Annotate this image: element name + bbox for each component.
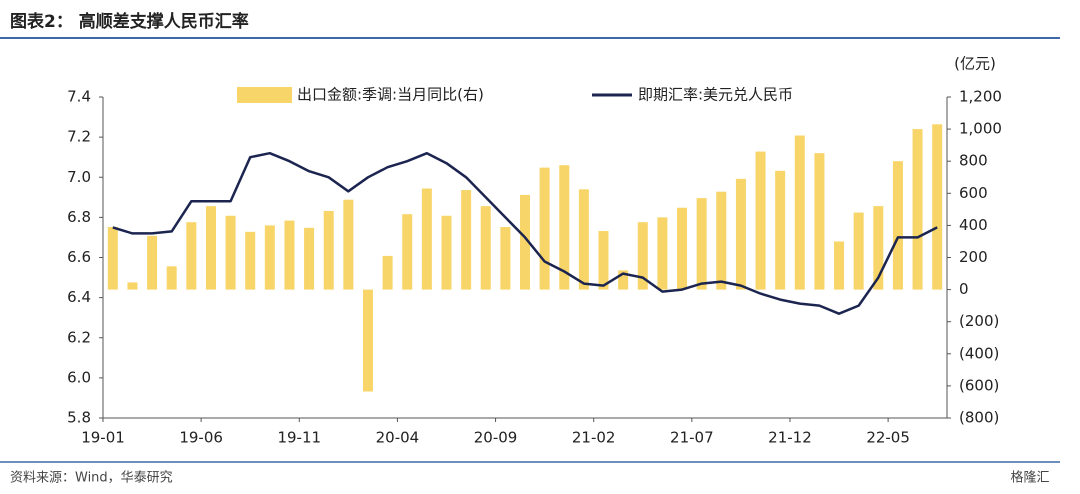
bar xyxy=(696,198,707,290)
bar xyxy=(284,220,295,290)
bar xyxy=(323,210,334,290)
bar xyxy=(421,188,432,290)
bar xyxy=(539,167,550,290)
bar xyxy=(362,289,373,392)
y-tick-label: 7.4 xyxy=(67,88,91,106)
legend-swatch xyxy=(237,87,292,103)
bar xyxy=(107,227,118,290)
x-tick-label: 21-02 xyxy=(572,429,616,447)
y2-tick-label: 800 xyxy=(959,152,988,170)
y-tick-label: 6.4 xyxy=(67,288,91,306)
y-tick-label: 7.0 xyxy=(67,168,91,186)
y-tick-label: 6.2 xyxy=(67,328,91,346)
y2-tick-label: 400 xyxy=(959,216,988,234)
watermark: 格隆汇 xyxy=(1010,470,1049,486)
bar xyxy=(166,266,177,290)
bar xyxy=(520,194,530,290)
bar xyxy=(500,227,511,290)
bar xyxy=(657,217,668,290)
bar xyxy=(637,222,648,290)
x-tick-label: 19-06 xyxy=(179,429,223,447)
y2-tick-label: 200 xyxy=(959,248,988,266)
bar xyxy=(304,227,315,290)
bar xyxy=(147,235,158,290)
bar xyxy=(814,153,825,290)
y2-unit: (亿元) xyxy=(954,55,996,73)
bar xyxy=(853,212,864,290)
y2-tick-label: (600) xyxy=(959,376,999,394)
bar xyxy=(755,151,766,290)
bar xyxy=(618,270,629,290)
bar xyxy=(245,231,256,290)
bar xyxy=(775,170,786,290)
bar xyxy=(892,161,903,290)
y-tick-label: 5.8 xyxy=(67,409,91,427)
bar xyxy=(677,207,688,290)
bar xyxy=(343,199,354,290)
bar xyxy=(461,190,472,290)
bar xyxy=(559,165,570,290)
legend-label: 出口金额:季调:当月同比(右) xyxy=(297,86,484,104)
line xyxy=(112,151,938,315)
bar xyxy=(127,282,138,290)
bar xyxy=(264,225,275,290)
chart-title: 图表2： 高顺差支撑人民币汇率 xyxy=(10,11,249,32)
y2-tick-label: 1,200 xyxy=(959,88,1002,106)
x-tick-label: 20-09 xyxy=(474,429,518,447)
x-tick-label: 21-07 xyxy=(670,429,714,447)
bar xyxy=(578,189,589,290)
bar xyxy=(932,124,943,290)
y-tick-label: 6.0 xyxy=(67,368,91,386)
y2-tick-label: (200) xyxy=(959,312,999,330)
bar xyxy=(873,206,884,290)
x-tick-label: 19-11 xyxy=(277,429,321,447)
y-tick-label: 6.6 xyxy=(67,248,91,266)
x-tick-label: 20-04 xyxy=(376,429,420,447)
x-tick-label: 19-01 xyxy=(81,429,125,447)
y-tick-label: 7.2 xyxy=(67,128,91,146)
bar xyxy=(716,191,727,290)
bar xyxy=(480,206,491,290)
y2-tick-label: 0 xyxy=(959,280,969,298)
bar xyxy=(735,178,746,290)
bar xyxy=(912,129,923,290)
bar xyxy=(205,206,216,290)
x-tick-label: 22-05 xyxy=(866,429,910,447)
bar xyxy=(225,215,236,290)
bar xyxy=(402,214,413,290)
y2-tick-label: (400) xyxy=(959,344,999,362)
x-tick-label: 21-12 xyxy=(768,429,812,447)
bar xyxy=(186,222,197,290)
y2-tick-label: 1,000 xyxy=(959,120,1002,138)
source: 资料来源：Wind，华泰研究 xyxy=(10,471,173,486)
bar xyxy=(834,241,845,290)
legend-label: 即期汇率:美元兑人民币 xyxy=(638,86,793,104)
bar xyxy=(598,231,609,290)
bar xyxy=(794,135,805,290)
y2-tick-label: 600 xyxy=(959,184,988,202)
bar xyxy=(441,215,452,290)
y-tick-label: 6.8 xyxy=(67,208,91,226)
bar xyxy=(382,255,393,290)
y2-tick-label: (800) xyxy=(959,409,999,427)
